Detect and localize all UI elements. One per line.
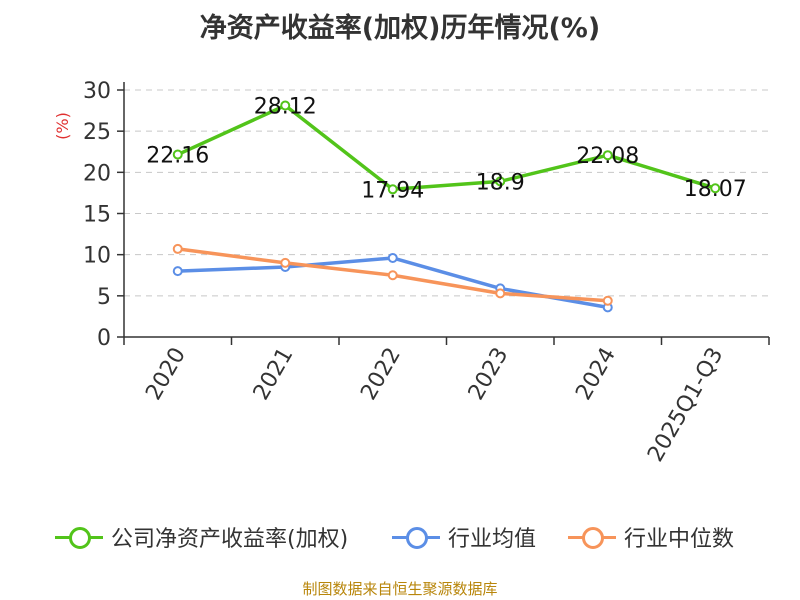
data-point: [602, 150, 613, 161]
y-tick-label: 15: [83, 203, 111, 228]
y-axis-label: (%): [53, 112, 72, 140]
data-label: 28.12: [254, 94, 317, 119]
series-line: [177, 103, 716, 192]
source-note: 制图数据来自恒生聚源数据库: [302, 580, 498, 598]
data-label: 22.16: [146, 144, 209, 169]
legend-marker-company-roe: [55, 520, 103, 554]
y-tick-label: 20: [83, 161, 111, 186]
data-point: [387, 270, 398, 281]
data-label: 17.94: [361, 178, 424, 203]
data-point: [172, 243, 183, 254]
legend-label-industry-mean: 行业均值: [448, 527, 537, 552]
chart-title: 净资产收益率(加权)历年情况(%): [199, 13, 601, 44]
data-label: 18.07: [684, 177, 747, 202]
legend: 公司净资产收益率(加权) 行业均值 行业中位数: [0, 520, 800, 554]
x-tick-label: 2021: [249, 344, 299, 405]
x-tick-label: 2025Q1-Q3: [643, 344, 728, 467]
series-line: [177, 256, 609, 310]
data-label: 18.9: [476, 170, 525, 195]
legend-item-industry-mean[interactable]: 行业均值: [392, 520, 536, 554]
y-tick-label: 5: [97, 285, 111, 310]
legend-item-company-roe[interactable]: 公司净资产收益率(加权): [55, 520, 348, 554]
data-point: [387, 184, 398, 195]
data-point: [602, 295, 613, 306]
legend-label-company-roe: 公司净资产收益率(加权): [111, 527, 349, 552]
data-point: [710, 183, 721, 194]
data-point: [495, 288, 506, 299]
legend-marker-industry-median: [568, 520, 616, 554]
x-tick-label: 2022: [356, 344, 406, 405]
data-point: [495, 176, 506, 187]
data-point: [280, 257, 291, 268]
x-tick-label: 2024: [571, 344, 621, 405]
legend-label-industry-median: 行业中位数: [624, 527, 735, 552]
y-tick-label: 30: [83, 79, 111, 104]
data-point: [172, 266, 183, 277]
x-tick-label: 2023: [464, 344, 514, 405]
y-tick-label: 25: [83, 120, 111, 145]
x-tick-label: 2020: [141, 344, 191, 405]
data-point: [280, 100, 291, 111]
legend-marker-industry-mean: [392, 520, 440, 554]
y-tick-label: 10: [83, 244, 111, 269]
data-point: [387, 252, 398, 263]
data-label: 22.08: [576, 144, 639, 169]
data-point: [172, 149, 183, 160]
legend-item-industry-median[interactable]: 行业中位数: [568, 520, 734, 554]
y-tick-label: 0: [97, 326, 111, 351]
